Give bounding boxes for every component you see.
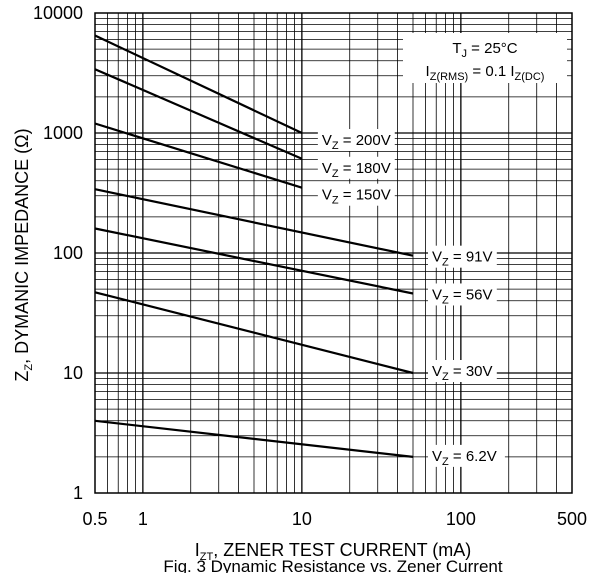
series-line	[94, 122, 303, 189]
x-axis-title-rest: , ZENER TEST CURRENT (mA)	[213, 540, 471, 560]
y-axis-title-sub: Z	[23, 364, 35, 371]
x-tick-labels: 0.5 1 10 100 500	[82, 509, 587, 529]
y-tick-label: 1000	[43, 123, 83, 143]
series-label: VZ = 56V	[432, 286, 493, 306]
y-tick-label: 10	[63, 363, 83, 383]
y-tick-label: 10000	[33, 3, 83, 23]
series-lines	[94, 34, 414, 458]
y-axis-title: ZZ, DYMANIC IMPEDANCE (Ω)	[12, 128, 35, 381]
x-tick-label: 10	[292, 509, 312, 529]
series-label-bg	[428, 283, 497, 306]
series-label-bg	[428, 444, 505, 467]
series-line	[94, 34, 303, 134]
x-tick-label: 500	[557, 509, 587, 529]
series-label: VZ = 91V	[432, 249, 493, 269]
x-tick-label: 100	[446, 509, 476, 529]
series-label: VZ = 6.2V	[432, 448, 497, 468]
x-axis-title-sub: ZT	[200, 551, 214, 563]
series-label: VZ = 150V	[322, 187, 391, 207]
series-line	[94, 227, 414, 295]
annotation-box: TJ = 25°C IZ(RMS) = 0.1 IZ(DC)	[403, 33, 567, 83]
y-axis-title-main: Z	[12, 371, 32, 382]
series-label-bg	[428, 360, 497, 382]
x-axis-title: IZT, ZENER TEST CURRENT (mA)	[195, 540, 472, 563]
x-tick-label: 1	[138, 509, 148, 529]
series-label-bg	[317, 183, 395, 206]
series-label: VZ = 200V	[322, 132, 391, 152]
y-tick-label: 1	[73, 483, 83, 503]
annotation-bg	[403, 33, 567, 83]
series-labels: VZ = 200V VZ = 180V VZ = 150V VZ = 91V VZ = …	[317, 129, 505, 468]
figure-caption: Fig. 3 Dynamic Resistance vs. Zener Curr…	[163, 557, 502, 573]
annotation-temperature: TJ = 25°C	[452, 40, 517, 60]
plot-frame	[94, 12, 573, 494]
series-line	[94, 291, 414, 375]
x-tick-label: 0.5	[82, 509, 107, 529]
y-axis-title-rest: , DYMANIC IMPEDANCE (Ω)	[12, 128, 32, 363]
annotation-current: IZ(RMS) = 0.1 IZ(DC)	[426, 63, 545, 83]
y-tick-labels: 1 10 100 1000 10000	[33, 3, 83, 503]
grid	[95, 13, 572, 493]
series-line	[94, 419, 414, 458]
x-axis-title-main: I	[195, 540, 200, 560]
series-label: VZ = 30V	[432, 363, 493, 383]
series-line	[94, 68, 303, 160]
y-tick-label: 100	[53, 243, 83, 263]
series-label-bg	[317, 129, 395, 151]
series-label-bg	[317, 156, 395, 179]
series-label: VZ = 180V	[322, 160, 391, 180]
series-line	[94, 188, 414, 257]
series-label-bg	[428, 245, 497, 268]
